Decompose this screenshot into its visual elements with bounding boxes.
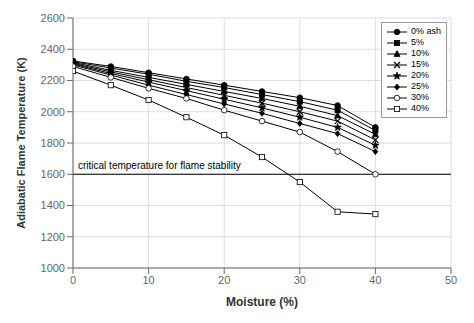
svg-text:30: 30 [294,274,306,286]
svg-text:2000: 2000 [41,106,65,118]
svg-text:1200: 1200 [41,231,65,243]
svg-text:Adiabatic Flame Temperature (K: Adiabatic Flame Temperature (K) [15,57,27,229]
html-text:20%: 20% [411,70,429,80]
svg-text:50: 50 [445,274,457,286]
html-text:0% ash: 0% ash [411,26,441,36]
svg-text:critical temperature for flame: critical temperature for flame stability [78,160,241,171]
svg-text:1800: 1800 [41,137,65,149]
html-text:30%: 30% [411,92,429,102]
svg-text:1600: 1600 [41,168,65,180]
html-text:15%: 15% [411,59,429,69]
html-text:5%: 5% [411,37,424,47]
svg-text:10: 10 [142,274,154,286]
svg-text:2600: 2600 [41,12,65,24]
html-text:25%: 25% [411,81,429,91]
svg-text:0: 0 [70,274,76,286]
svg-text:20: 20 [218,274,230,286]
svg-text:1400: 1400 [41,199,65,211]
svg-text:1000: 1000 [41,262,65,274]
html-text:40%: 40% [411,103,429,113]
html-text:10%: 10% [411,48,429,58]
svg-text:40: 40 [369,274,381,286]
svg-text:2200: 2200 [41,74,65,86]
svg-text:2400: 2400 [41,43,65,55]
svg-text:Moisture (%): Moisture (%) [226,295,298,309]
